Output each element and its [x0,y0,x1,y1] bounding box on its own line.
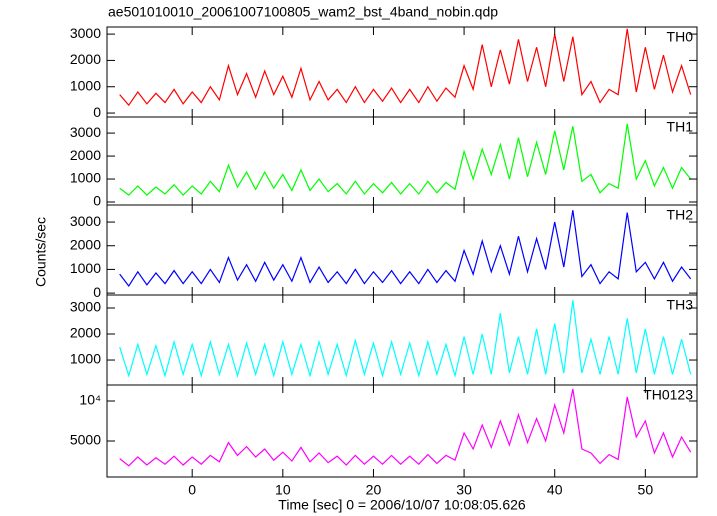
panel-label: TH1 [667,119,694,135]
y-tick-label: 3000 [70,213,101,229]
panel-label: TH0 [667,29,694,45]
panel-label: TH3 [667,297,694,313]
panel-frame [106,384,698,478]
panel-label: TH2 [667,207,694,223]
y-tick-label: 1000 [70,77,101,93]
chart-title: ae501010010_20061007100805_wam2_bst_4ban… [108,4,498,20]
y-tick-label: 2000 [70,51,101,67]
x-tick-label: 50 [638,482,654,498]
y-tick-label: 2000 [70,325,101,341]
y-tick-label: 1000 [70,260,101,276]
y-tick-label: 0 [93,104,101,120]
x-tick-label: 10 [275,482,291,498]
x-tick-label: 30 [456,482,472,498]
light-curve [119,123,692,197]
light-curve [119,28,692,107]
y-tick-label: 5000 [70,432,101,448]
x-tick-label: 0 [188,482,196,498]
y-tick-label: 3000 [70,299,101,315]
y-tick-label: 3000 [70,124,101,140]
y-tick-label: 2000 [70,147,101,163]
x-tick-label: 40 [547,482,563,498]
y-tick-label: 0 [93,193,101,209]
y-tick-label: 2000 [70,236,101,252]
panel-frame [106,26,698,118]
panel-label: TH0123 [643,387,693,403]
y-axis-label: Counts/sec [33,217,49,287]
y-tick-label: 0 [93,284,101,300]
y-tick-label: 3000 [70,25,101,41]
y-tick-label: 1000 [70,351,101,367]
light-curve [119,300,692,379]
light-curve [119,388,692,467]
y-tick-label: 10⁴ [79,392,101,408]
light-curve [119,210,692,288]
x-axis-label: Time [sec] 0 = 2006/10/07 10:08:05.626 [278,497,526,513]
y-tick-label: 1000 [70,170,101,186]
x-tick-label: 20 [366,482,382,498]
